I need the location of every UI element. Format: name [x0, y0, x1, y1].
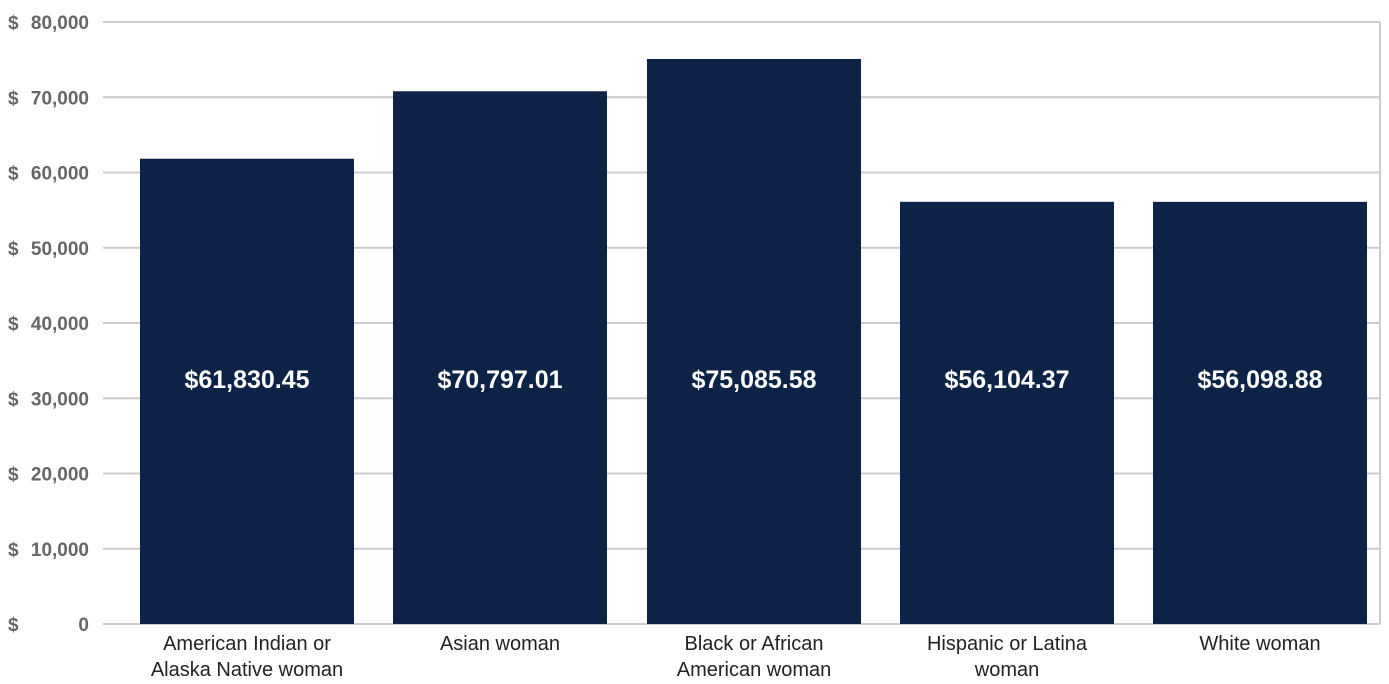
bar — [1153, 201, 1367, 624]
y-tick-currency-symbol: $ — [8, 465, 19, 486]
y-tick-currency-symbol: $ — [8, 389, 19, 410]
bars — [140, 58, 1367, 624]
y-tick-label: 20,000 — [31, 465, 89, 486]
value-labels: $61,830.45 $70,797.01 $75,085.58 $56,104.37… — [184, 366, 1322, 394]
y-tick-label: 50,000 — [31, 239, 89, 260]
y-tick-label: 40,000 — [31, 314, 89, 335]
x-category-label: American Indian or — [163, 633, 331, 655]
y-tick-label: 70,000 — [31, 88, 89, 109]
x-category-label: Asian woman — [440, 633, 560, 655]
x-category-label: woman — [974, 659, 1039, 681]
x-axis-labels: American Indian or Alaska Native woman Asi… — [151, 633, 1321, 681]
bar — [140, 158, 354, 624]
x-category-label: Hispanic or Latina — [927, 633, 1088, 655]
y-tick-currency-symbol: $ — [8, 314, 19, 335]
y-tick-currency-symbol: $ — [8, 164, 19, 185]
y-tick-currency-symbol: $ — [8, 540, 19, 561]
x-category-label: Black or African — [685, 633, 824, 655]
bar — [647, 58, 861, 624]
bar-value-label: $61,830.45 — [184, 366, 309, 394]
bar — [900, 201, 1114, 624]
bar-value-label: $70,797.01 — [437, 366, 562, 394]
x-category-label: Alaska Native woman — [151, 659, 343, 681]
y-tick-label: 30,000 — [31, 389, 89, 410]
x-category-label: American woman — [677, 659, 832, 681]
x-category-label: White woman — [1199, 633, 1320, 655]
y-tick-currency-symbol: $ — [8, 615, 19, 636]
bar-value-label: $75,085.58 — [691, 366, 816, 394]
y-tick-label: 10,000 — [31, 540, 89, 561]
y-tick-label: 80,000 — [31, 13, 89, 34]
bar-value-label: $56,098.88 — [1197, 366, 1322, 394]
y-tick-currency-symbol: $ — [8, 13, 19, 34]
y-axis: $0 $ 10,000 $ 20,000 $ 30,000 $ 40,000 $ 50,000 $ 60… — [8, 13, 89, 636]
y-tick-currency-symbol: $ — [8, 88, 19, 109]
bar — [393, 91, 607, 624]
y-tick-currency-symbol: $ — [8, 239, 19, 260]
y-tick-label: 0 — [78, 615, 89, 636]
y-tick-label: 60,000 — [31, 164, 89, 185]
bar-value-label: $56,104.37 — [944, 366, 1069, 394]
